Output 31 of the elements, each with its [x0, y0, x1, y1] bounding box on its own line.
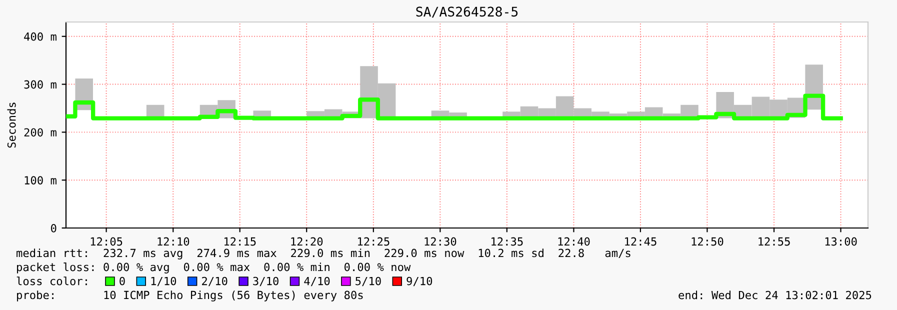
- y-tick-label: 400 m: [24, 32, 56, 41]
- y-tick-label: 300 m: [24, 80, 56, 89]
- y-axis-title: Seconds: [7, 102, 16, 148]
- legend-label: 9/10: [406, 276, 432, 286]
- text: packet loss: 0.00 % avg 0.00 % max 0.00 % min 0.00 % now: [17, 262, 411, 274]
- chart-title: SA/AS264528-5: [416, 6, 518, 18]
- legend-label: 4/10: [304, 276, 330, 286]
- x-tick-label: 12:50: [692, 237, 724, 246]
- legend-label: 0: [120, 276, 125, 286]
- x-tick-label: 12:15: [224, 237, 256, 246]
- legend-title: loss color:: [16, 276, 87, 286]
- x-tick-label: 12:10: [158, 237, 190, 246]
- legend-label: 5/10: [356, 276, 381, 286]
- x-tick-label: 12:05: [90, 237, 122, 246]
- y-tick-label: 0: [51, 224, 56, 232]
- text: median rtt: 232.7 ms avg 274.9 ms max 229.0 ms min 229.0 ms now 10.2 ms sd 22.8 am/s: [16, 248, 630, 260]
- y-tick-label: 100 m: [24, 176, 56, 184]
- x-tick-label: 12:25: [358, 237, 390, 246]
- legend-label: 3/10: [253, 276, 278, 286]
- x-tick-label: 12:35: [492, 237, 523, 246]
- x-tick-label: 12:20: [291, 237, 323, 246]
- x-tick-label: 12:40: [558, 237, 590, 246]
- x-tick-label: 12:30: [424, 237, 456, 246]
- text: end: Wed Dec 24 13:02:01 2025: [678, 290, 872, 300]
- text: probe: 10 ICMP Echo Pings (56 Bytes) every 80s: [17, 290, 363, 302]
- x-tick-label: 12:55: [758, 237, 790, 246]
- x-tick-label: 13:00: [825, 237, 857, 246]
- x-tick-label: 12:45: [625, 237, 656, 246]
- legend-label: 2/10: [202, 276, 228, 286]
- y-tick-label: 200 m: [24, 128, 56, 137]
- legend-label: 1/10: [151, 276, 176, 286]
